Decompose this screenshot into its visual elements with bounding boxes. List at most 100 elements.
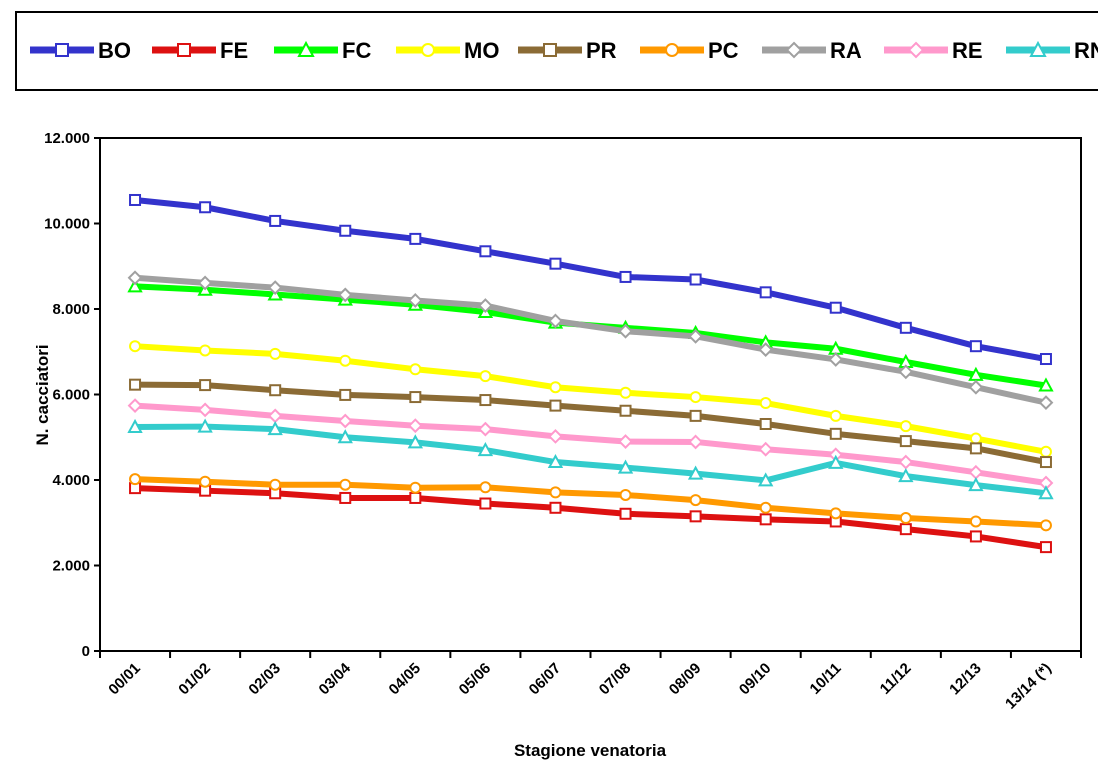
data-point	[129, 473, 142, 486]
data-point	[759, 286, 772, 299]
x-tick-label: 10/11	[807, 660, 845, 698]
legend-entry-fe: FE	[152, 38, 248, 63]
data-point	[829, 507, 842, 520]
data-point	[828, 352, 844, 367]
y-tick-label: 2.000	[52, 558, 90, 575]
data-point	[829, 427, 842, 440]
y-tick-label: 12.000	[44, 130, 90, 147]
x-tick-label: 07/08	[596, 660, 635, 699]
data-point	[968, 464, 984, 480]
legend-label: PR	[586, 38, 617, 63]
data-point	[618, 323, 633, 339]
data-point	[129, 340, 142, 353]
series-pr	[129, 378, 1052, 469]
data-point	[1039, 541, 1052, 554]
x-tick-label: 06/07	[526, 660, 565, 699]
data-point	[619, 270, 632, 283]
data-point	[759, 417, 772, 430]
legend-entry-pr: PR	[518, 38, 617, 63]
data-point	[127, 270, 143, 286]
data-point	[689, 273, 702, 286]
y-axis-title: N. cacciatori	[33, 344, 52, 445]
data-point	[829, 301, 842, 314]
data-point	[689, 391, 702, 404]
data-point	[479, 394, 492, 407]
data-point	[479, 245, 492, 258]
series-layer	[127, 193, 1054, 554]
x-tick-label: 01/02	[175, 660, 214, 699]
data-point	[1038, 395, 1054, 411]
data-point	[759, 397, 772, 410]
x-axis-ticks: 00/01 01/02 02/03 03/04 04/05 05/06 06/07 07/08…	[99, 651, 1082, 713]
data-point	[689, 510, 702, 523]
data-point	[758, 342, 774, 358]
legend-entry-re: RE	[884, 38, 983, 63]
series-line	[134, 197, 1047, 362]
data-point	[898, 468, 914, 483]
data-point	[969, 530, 982, 543]
data-point	[688, 434, 704, 450]
data-point	[127, 278, 143, 293]
series-line	[134, 476, 1047, 529]
data-point	[687, 465, 704, 480]
data-point	[549, 399, 562, 412]
data-point	[1039, 519, 1052, 532]
data-point	[549, 501, 562, 514]
data-point	[688, 328, 704, 344]
data-point	[197, 402, 213, 418]
data-point	[619, 404, 632, 417]
x-axis-title: Stagione venatoria	[514, 741, 667, 760]
data-point	[269, 214, 282, 227]
series-line	[135, 423, 1047, 497]
x-tick-label: 00/01	[105, 660, 144, 699]
data-point	[477, 441, 494, 457]
data-point	[759, 501, 772, 514]
series-bo	[129, 193, 1052, 366]
series-line	[134, 402, 1047, 486]
data-point	[899, 321, 912, 334]
data-point	[899, 512, 912, 525]
legend-label: RA	[830, 38, 862, 63]
data-point	[407, 434, 424, 449]
data-point	[269, 384, 282, 397]
data-point	[55, 43, 69, 57]
data-point	[549, 486, 562, 499]
data-point	[129, 193, 142, 206]
legend-entry-pc: PC	[640, 38, 739, 63]
data-point	[899, 523, 912, 536]
data-point	[199, 475, 212, 488]
data-point	[549, 381, 562, 394]
legend-label: MO	[464, 38, 499, 63]
data-point	[297, 40, 315, 57]
data-point	[969, 432, 982, 445]
data-point	[409, 391, 422, 404]
data-point	[548, 313, 563, 329]
data-point	[1038, 485, 1054, 500]
data-point	[127, 418, 143, 433]
data-point	[759, 513, 772, 526]
legend-label: FC	[342, 38, 371, 63]
data-point	[339, 478, 352, 491]
y-tick-label: 6.000	[52, 387, 90, 404]
y-tick-label: 8.000	[52, 301, 90, 318]
data-point	[197, 418, 213, 433]
data-point	[407, 418, 423, 434]
data-point	[269, 478, 282, 491]
data-point	[269, 347, 282, 360]
legend-label: PC	[708, 38, 739, 63]
x-tick-label: 02/03	[245, 660, 284, 699]
series-line	[134, 343, 1047, 455]
data-point	[199, 379, 212, 392]
data-point	[547, 453, 564, 469]
data-point	[898, 454, 914, 470]
data-point	[907, 41, 925, 59]
data-point	[898, 364, 914, 380]
legend-entry-ra: RA	[762, 38, 862, 63]
data-point	[665, 43, 679, 57]
data-point	[1039, 456, 1052, 469]
legend-label: RN	[1074, 38, 1098, 63]
x-tick-label: 08/09	[666, 660, 705, 699]
data-point	[619, 386, 632, 399]
x-tick-label: 04/05	[386, 660, 425, 699]
